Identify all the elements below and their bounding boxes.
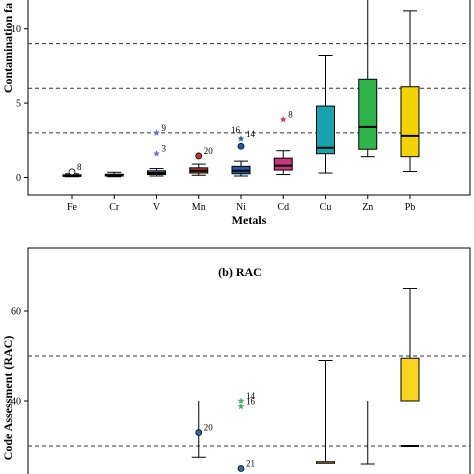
panel-b-y-axis-label: Code Assessment (RAC) [1, 336, 15, 461]
box-zn [360, 401, 375, 465]
x-tick-label: Ni [236, 202, 246, 213]
box-v [147, 168, 166, 177]
x-tick-label: Cu [320, 202, 332, 213]
outlier-label: 21 [246, 459, 255, 469]
x-tick-label: Mn [192, 202, 206, 213]
x-tick-label: Pb [405, 202, 416, 213]
box-mn [189, 163, 209, 176]
outlier-star [237, 397, 245, 404]
outlier-label: 3 [162, 144, 167, 154]
panel-a-x-axis-label: Metals [232, 213, 267, 227]
panel-a-boxes [62, 0, 420, 178]
panel-a-x-ticks: Fe Cr V Mn Ni Cd Cu Zn Pb [67, 195, 415, 213]
outlier-point [195, 152, 203, 160]
panel-a-reference-lines [28, 43, 470, 134]
x-tick-label: Cr [109, 202, 120, 213]
panel-a: 0 5 10 8 9 3 20 14 16 8 Fe Cr V Mn Ni Cd Cu Zn Pb Metals… [1, 0, 471, 227]
outlier-star [153, 129, 160, 136]
box-iqr [316, 105, 335, 155]
panel-a-y-axis-label: Contamination fa [1, 3, 15, 93]
outlier-point [237, 142, 245, 150]
box-iqr [400, 86, 420, 158]
box-iqr [400, 357, 420, 402]
y-tick-label: 40 [11, 397, 21, 408]
y-tick-label: 5 [16, 99, 21, 110]
outlier-label: 9 [162, 123, 167, 133]
box-iqr [273, 157, 293, 171]
box-cd [273, 150, 293, 176]
box-zn [358, 0, 378, 158]
y-tick-label: 0 [16, 173, 21, 184]
panel-a-plot-frame [27, 0, 471, 196]
box-ni [231, 160, 251, 177]
box-iqr [358, 78, 378, 150]
outlier-star [279, 115, 287, 123]
outlier-label: 14 [246, 391, 256, 401]
x-tick-label: V [153, 202, 161, 213]
box-cu [316, 54, 335, 174]
x-tick-label: Fe [67, 202, 78, 213]
y-tick-label: 60 [11, 307, 21, 318]
box-pb [400, 10, 420, 173]
panel-b-title: (b) RAC [218, 265, 262, 279]
box-iqr [316, 461, 335, 464]
panel-b-plot-frame [27, 247, 471, 474]
outlier-point [237, 465, 245, 472]
box-cr [104, 171, 124, 178]
y-tick-label: 10 [11, 24, 21, 35]
outlier-label: 16 [246, 396, 256, 406]
outlier-label: 8 [77, 162, 82, 172]
panel-b-boxes [191, 288, 420, 465]
outlier-label: 20 [204, 423, 214, 433]
outlier-label: 8 [288, 109, 293, 119]
panel-a-y-ticks: 0 5 10 [11, 24, 28, 184]
x-tick-label: Zn [362, 202, 373, 213]
panel-a-outliers: 8 9 3 20 14 16 8 [68, 109, 293, 176]
outlier-point [68, 168, 76, 176]
outlier-star [237, 402, 245, 410]
outlier-label: 20 [204, 146, 214, 156]
outlier-label: 16 [231, 125, 241, 135]
box-pb [400, 288, 420, 447]
x-tick-label: Cd [277, 202, 289, 213]
outlier-point [195, 429, 203, 436]
outlier-star [237, 135, 245, 142]
panel-b-y-ticks: 40 60 [11, 307, 28, 408]
panel-b-reference-lines [28, 355, 470, 447]
outlier-star [153, 150, 160, 157]
outlier-label: 14 [246, 129, 256, 139]
box-cu [316, 360, 335, 464]
